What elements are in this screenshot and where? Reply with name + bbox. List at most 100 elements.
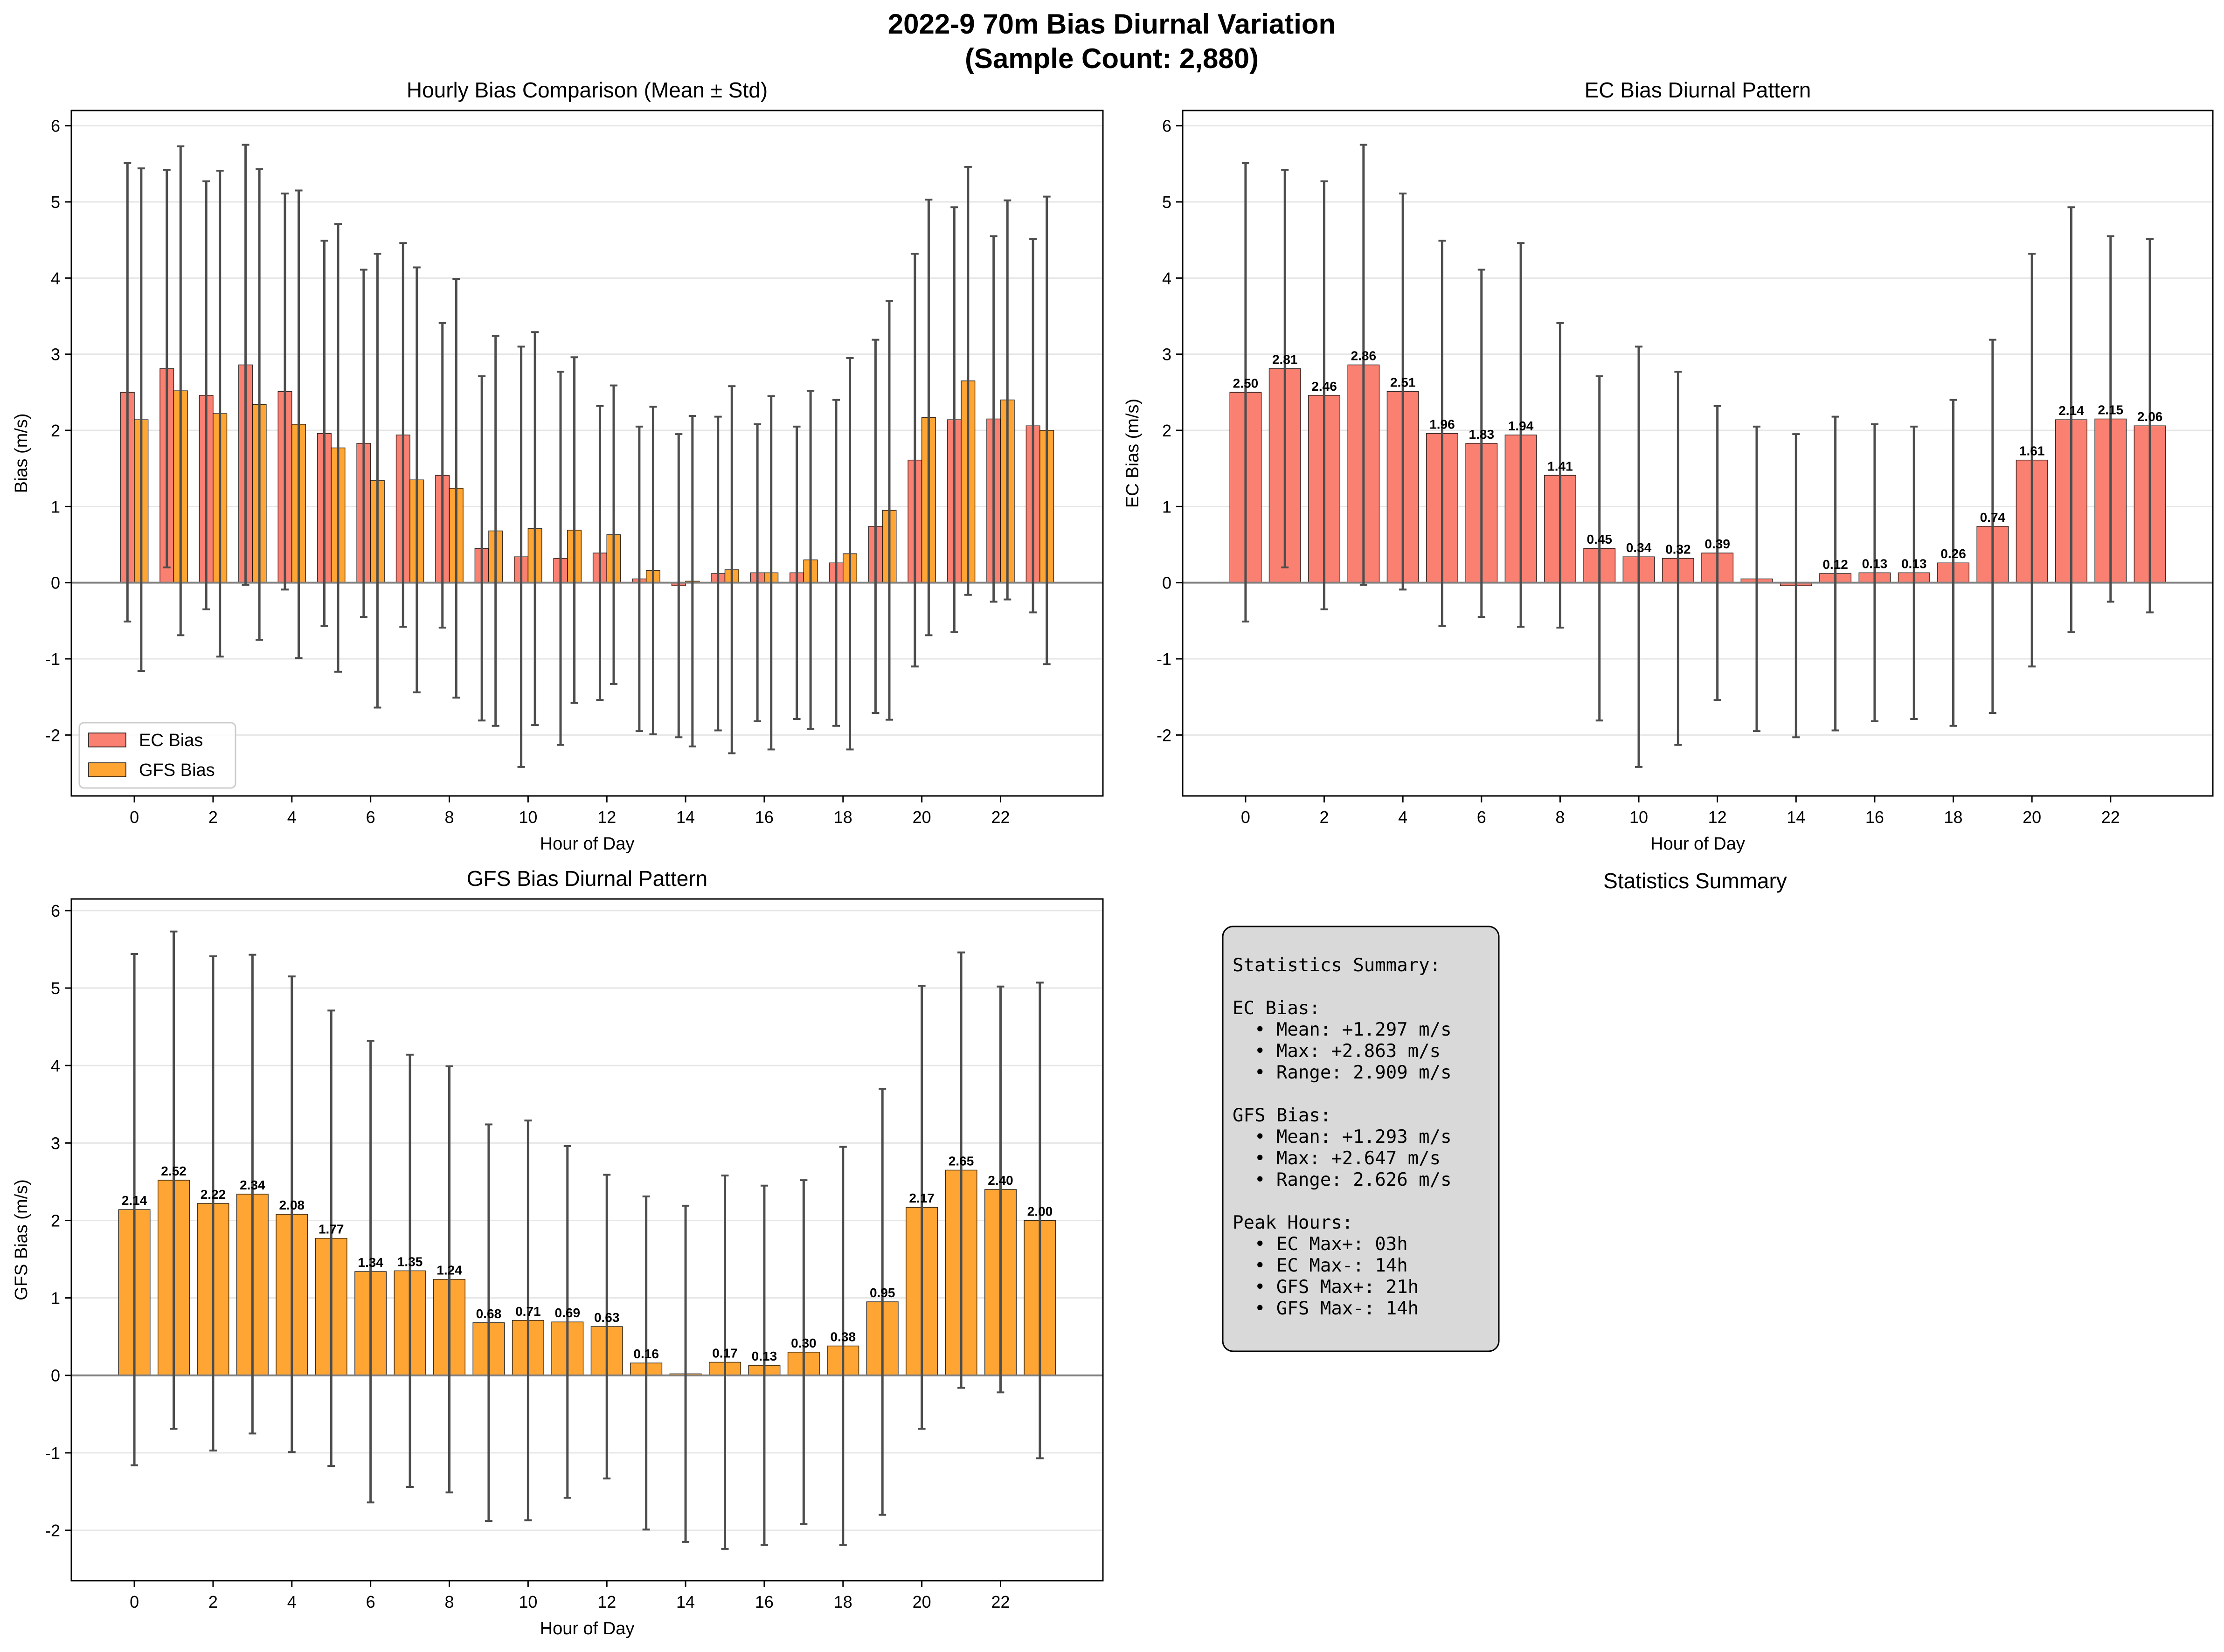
x-tick-label: 18 xyxy=(834,808,852,827)
panel-gfs-diurnal: 2.14 2.52 2.22 2.34 2.08 1.77 1.34 1.35 1.24 0.68… xyxy=(12,866,1104,1638)
data-label: 0.32 xyxy=(1665,542,1691,556)
data-label: 0.30 xyxy=(791,1336,817,1350)
data-label: 1.77 xyxy=(319,1222,344,1237)
data-label: 2.51 xyxy=(1390,375,1416,390)
summary-line: • GFS Max-: 14h xyxy=(1233,1298,1419,1319)
summary-line: • EC Max+: 03h xyxy=(1233,1234,1408,1255)
y-tick-label: -1 xyxy=(45,1444,60,1463)
y-tick-label: -1 xyxy=(45,650,60,669)
data-label: 0.38 xyxy=(831,1330,856,1344)
data-label: 0.34 xyxy=(1626,540,1652,555)
y-tick-label: 4 xyxy=(51,1056,60,1075)
data-label: 2.81 xyxy=(1272,353,1298,367)
y-tick-label: 4 xyxy=(1162,269,1171,288)
legend-swatch xyxy=(88,733,126,747)
y-tick-label: 3 xyxy=(51,1134,60,1153)
data-label: 0.39 xyxy=(1704,537,1730,551)
x-tick-label: 10 xyxy=(519,1592,537,1611)
y-tick-label: 2 xyxy=(51,421,60,440)
x-axis-label: Hour of Day xyxy=(1650,834,1745,854)
data-label: 0.71 xyxy=(515,1304,541,1319)
y-tick-label: 6 xyxy=(1162,117,1171,136)
y-tick-label: 2 xyxy=(51,1211,60,1230)
x-tick-label: 6 xyxy=(366,808,375,827)
y-tick-label: 5 xyxy=(1162,193,1171,212)
data-label: 2.15 xyxy=(2098,403,2124,417)
axes-frame xyxy=(1182,110,2214,797)
x-tick-label: 20 xyxy=(2023,808,2041,827)
x-tick-label: 2 xyxy=(208,808,218,827)
summary-line: • EC Max-: 14h xyxy=(1233,1255,1408,1276)
data-label: 1.34 xyxy=(358,1255,383,1270)
summary-line: • Max: +2.647 m/s xyxy=(1233,1148,1441,1169)
y-tick-label: 3 xyxy=(51,345,60,364)
y-axis-label: GFS Bias (m/s) xyxy=(12,1179,31,1300)
figure-title: 2022-9 70m Bias Diurnal Variation xyxy=(888,8,1336,40)
y-tick-label: -1 xyxy=(1157,650,1171,669)
data-label: 0.13 xyxy=(1862,556,1888,571)
summary-box xyxy=(1222,926,1500,1352)
y-tick-label: 0 xyxy=(51,574,60,593)
y-tick-label: 5 xyxy=(51,193,60,212)
axes-frame xyxy=(70,898,1104,1582)
data-label: 0.63 xyxy=(594,1310,620,1325)
data-label: 0.74 xyxy=(1980,510,2006,525)
y-tick-label: 0 xyxy=(51,1366,60,1385)
data-label: 0.12 xyxy=(1822,557,1848,572)
data-label: 1.24 xyxy=(436,1263,462,1278)
y-tick-label: 4 xyxy=(51,269,60,288)
data-label: 0.95 xyxy=(870,1286,895,1300)
y-tick-label: 5 xyxy=(51,979,60,998)
data-label: 2.00 xyxy=(1027,1204,1053,1218)
x-tick-label: 8 xyxy=(444,808,454,827)
data-label: 2.14 xyxy=(2058,403,2084,418)
y-axis-label: Bias (m/s) xyxy=(12,414,31,493)
x-tick-label: 16 xyxy=(755,808,774,827)
x-tick-label: 20 xyxy=(913,808,931,827)
panel-statistics-summary: Statistics Summary Statistics Summary: EC… xyxy=(1222,869,1787,1352)
y-tick-label: 0 xyxy=(1162,574,1171,593)
x-tick-label: 12 xyxy=(597,1592,616,1611)
data-label: 2.08 xyxy=(279,1198,305,1212)
x-tick-label: 6 xyxy=(1477,808,1486,827)
x-tick-label: 18 xyxy=(1944,808,1963,827)
x-tick-label: 16 xyxy=(755,1592,774,1611)
x-axis-label: Hour of Day xyxy=(540,834,635,854)
x-tick-label: 0 xyxy=(130,808,139,827)
y-tick-label: 1 xyxy=(1162,497,1171,516)
summary-line: Peak Hours: xyxy=(1233,1212,1353,1233)
x-tick-label: 4 xyxy=(287,808,297,827)
data-label: 0.69 xyxy=(555,1306,581,1320)
summary-line: • Range: 2.626 m/s xyxy=(1233,1169,1452,1190)
y-tick-label: 6 xyxy=(51,901,60,920)
summary-line: • Range: 2.909 m/s xyxy=(1233,1062,1452,1083)
data-label: 0.17 xyxy=(712,1346,738,1360)
figure-subtitle: (Sample Count: 2,880) xyxy=(965,43,1259,74)
y-tick-label: 1 xyxy=(51,1289,60,1308)
x-tick-label: 8 xyxy=(1555,808,1565,827)
data-label: 0.16 xyxy=(633,1347,659,1361)
y-axis-label: EC Bias (m/s) xyxy=(1123,399,1143,508)
data-label: 0.26 xyxy=(1940,546,1966,561)
x-tick-label: 2 xyxy=(208,1592,218,1611)
data-label: 1.35 xyxy=(397,1254,423,1269)
x-axis-label: Hour of Day xyxy=(540,1619,635,1638)
summary-line: GFS Bias: xyxy=(1233,1105,1331,1126)
data-label: 1.96 xyxy=(1429,417,1455,432)
data-label: 2.06 xyxy=(2137,409,2163,424)
data-label: 0.45 xyxy=(1587,532,1612,546)
data-label: 0.13 xyxy=(752,1349,777,1363)
x-tick-label: 0 xyxy=(130,1592,139,1611)
axes-title: Hourly Bias Comparison (Mean ± Std) xyxy=(407,78,768,102)
x-tick-label: 22 xyxy=(991,1592,1010,1611)
x-tick-label: 10 xyxy=(1629,808,1648,827)
x-tick-label: 8 xyxy=(444,1592,454,1611)
x-tick-label: 6 xyxy=(366,1592,375,1611)
x-tick-label: 14 xyxy=(1787,808,1805,827)
data-label: 2.46 xyxy=(1311,379,1337,394)
data-label: 1.94 xyxy=(1508,419,1534,433)
legend-label: EC Bias xyxy=(139,731,203,750)
x-tick-label: 4 xyxy=(1398,808,1407,827)
summary-line: • Max: +2.863 m/s xyxy=(1233,1041,1441,1062)
